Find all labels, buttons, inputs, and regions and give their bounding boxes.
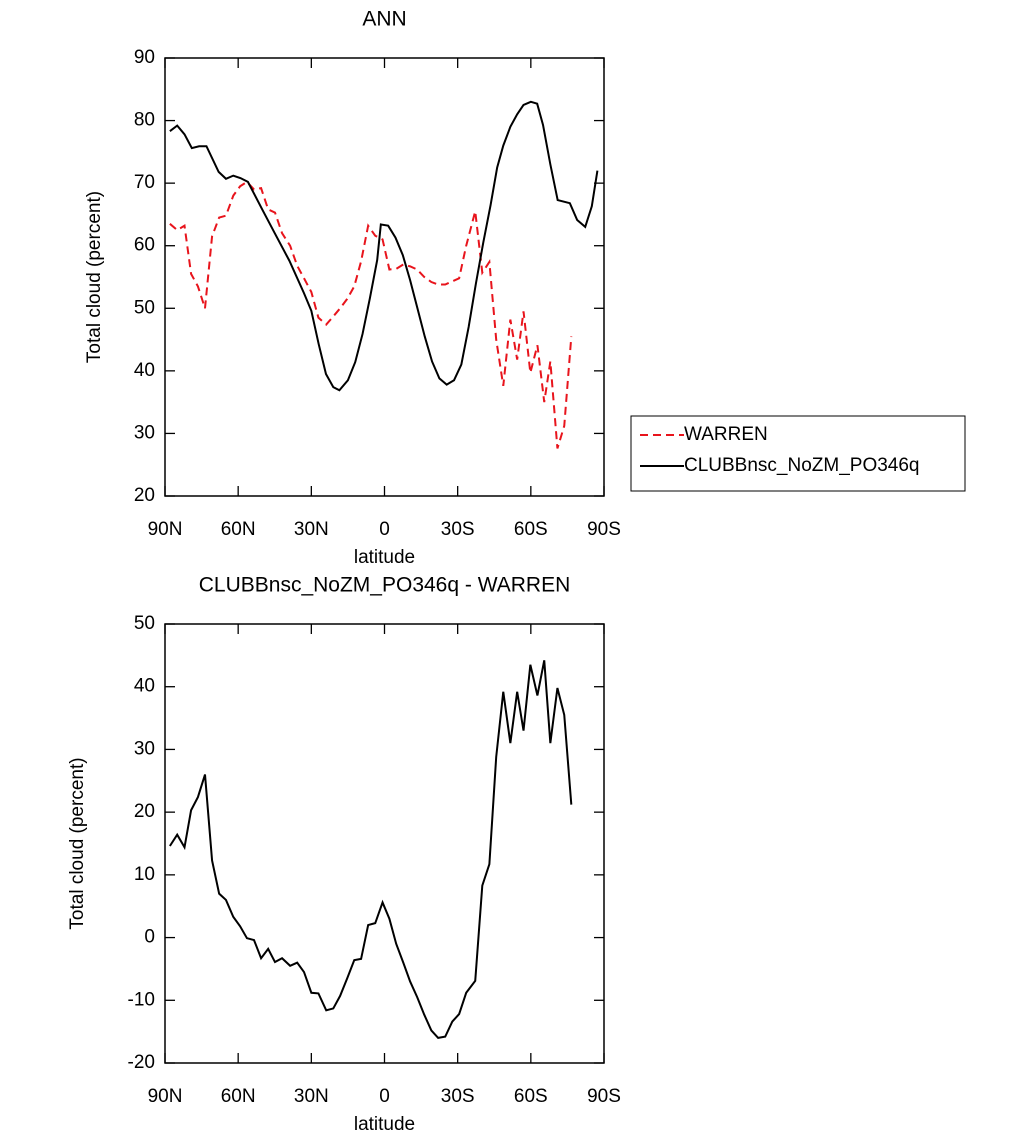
line-series xyxy=(169,100,599,392)
y-tick-label: 70 xyxy=(134,172,155,193)
legend-box xyxy=(630,415,966,492)
y-tick-label: 30 xyxy=(134,422,155,443)
y-tick-label: 20 xyxy=(134,485,155,506)
x-tick-label: 60S xyxy=(514,1086,548,1107)
y-tick-label: 90 xyxy=(134,47,155,68)
x-tick-label: 60S xyxy=(514,519,548,540)
y-tick-label: -20 xyxy=(128,1052,155,1073)
legend-label: CLUBBnsc_NoZM_PO346q xyxy=(684,455,920,476)
x-tick-label: 0 xyxy=(379,1086,390,1107)
y-tick-label: 60 xyxy=(134,235,155,256)
x-tick-label: 90S xyxy=(587,519,621,540)
legend-label: WARREN xyxy=(684,424,768,445)
line-series xyxy=(169,660,573,1039)
x-tick-label: 30S xyxy=(441,1086,475,1107)
chart-title: ANN xyxy=(362,8,406,31)
y-tick-label: 50 xyxy=(134,613,155,634)
y-axis-label: Total cloud (percent) xyxy=(67,757,88,929)
y-tick-label: 0 xyxy=(144,927,155,948)
plot-frame xyxy=(164,57,605,497)
line-series xyxy=(169,180,573,449)
x-tick-label: 90N xyxy=(148,519,183,540)
x-tick-label: 30S xyxy=(441,519,475,540)
y-tick-label: -10 xyxy=(128,989,155,1010)
y-tick-label: 30 xyxy=(134,738,155,759)
x-tick-label: 60N xyxy=(221,519,256,540)
y-axis-label: Total cloud (percent) xyxy=(84,191,105,363)
y-tick-label: 80 xyxy=(134,110,155,131)
x-tick-label: 60N xyxy=(221,1086,256,1107)
x-tick-label: 30N xyxy=(294,1086,329,1107)
x-tick-label: 0 xyxy=(379,519,390,540)
y-tick-label: 40 xyxy=(134,676,155,697)
y-tick-label: 50 xyxy=(134,297,155,318)
x-tick-label: 90S xyxy=(587,1086,621,1107)
y-tick-label: 40 xyxy=(134,360,155,381)
y-tick-label: 20 xyxy=(134,801,155,822)
y-tick-label: 10 xyxy=(134,864,155,885)
x-tick-label: 90N xyxy=(148,1086,183,1107)
chart-title: CLUBBnsc_NoZM_PO346q - WARREN xyxy=(199,574,571,597)
x-tick-label: 30N xyxy=(294,519,329,540)
x-axis-label: latitude xyxy=(354,1114,415,1135)
x-axis-label: latitude xyxy=(354,547,415,568)
